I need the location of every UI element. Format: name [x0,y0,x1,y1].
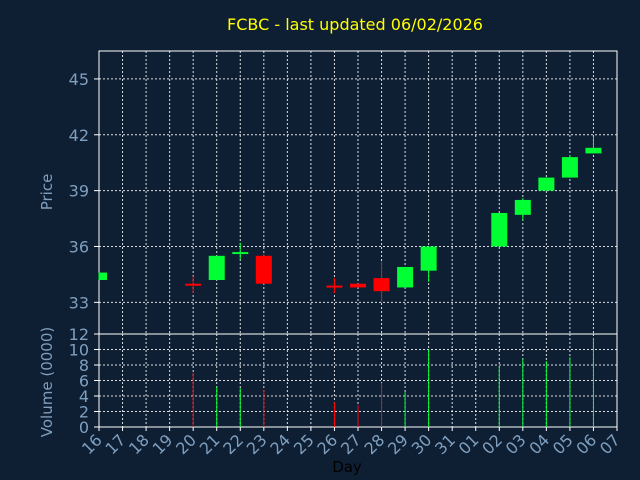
volume-tick-label: 0 [79,418,89,437]
candle [185,276,202,294]
candle [326,278,343,294]
candle-body [420,246,437,271]
x-axis-label: Day [332,458,362,476]
candle [373,261,390,303]
price-tick-label: 39 [69,182,89,201]
volume-axis-label: Volume (0000) [38,327,56,437]
candle [514,198,531,221]
candle [538,177,555,191]
price-tick-label: 45 [69,70,89,89]
volume-tick-label: 12 [69,325,89,344]
candle-body [585,147,602,154]
candle [350,283,366,288]
volume-tick-label: 2 [79,403,89,422]
volume-tick-label: 8 [79,356,89,375]
price-tick-label: 33 [69,293,89,312]
candle-body [397,266,414,288]
candle [208,255,225,281]
candle-body [561,157,578,178]
candle-body [99,272,107,281]
candle-body [373,278,390,292]
volume-tick-label: 6 [79,372,89,391]
chart-title: FCBC - last updated 06/02/2026 [227,15,483,34]
candle [561,155,578,178]
candle [397,266,414,288]
candle-body [232,252,249,255]
candle-body [208,255,225,281]
candle-body [514,199,531,215]
candle [420,246,437,282]
candle [585,136,602,154]
candle-body [255,255,272,284]
candle-body [326,285,343,288]
price-panel: 33 36 39 42 45 [69,50,618,335]
candle-body [185,283,202,286]
candle [98,272,107,281]
volume-tick-label: 10 [69,341,89,360]
candle [232,242,249,260]
candle [491,212,508,247]
volume-tick-label: 4 [79,387,89,406]
price-tick-label: 42 [69,126,89,145]
candle-body [350,283,366,288]
price-tick-label: 36 [69,237,89,256]
x-tick-label: 07 [596,430,624,458]
price-axis-label: Price [38,174,56,211]
candle [255,253,272,284]
candle-body [491,212,508,247]
candle-body [538,177,555,191]
